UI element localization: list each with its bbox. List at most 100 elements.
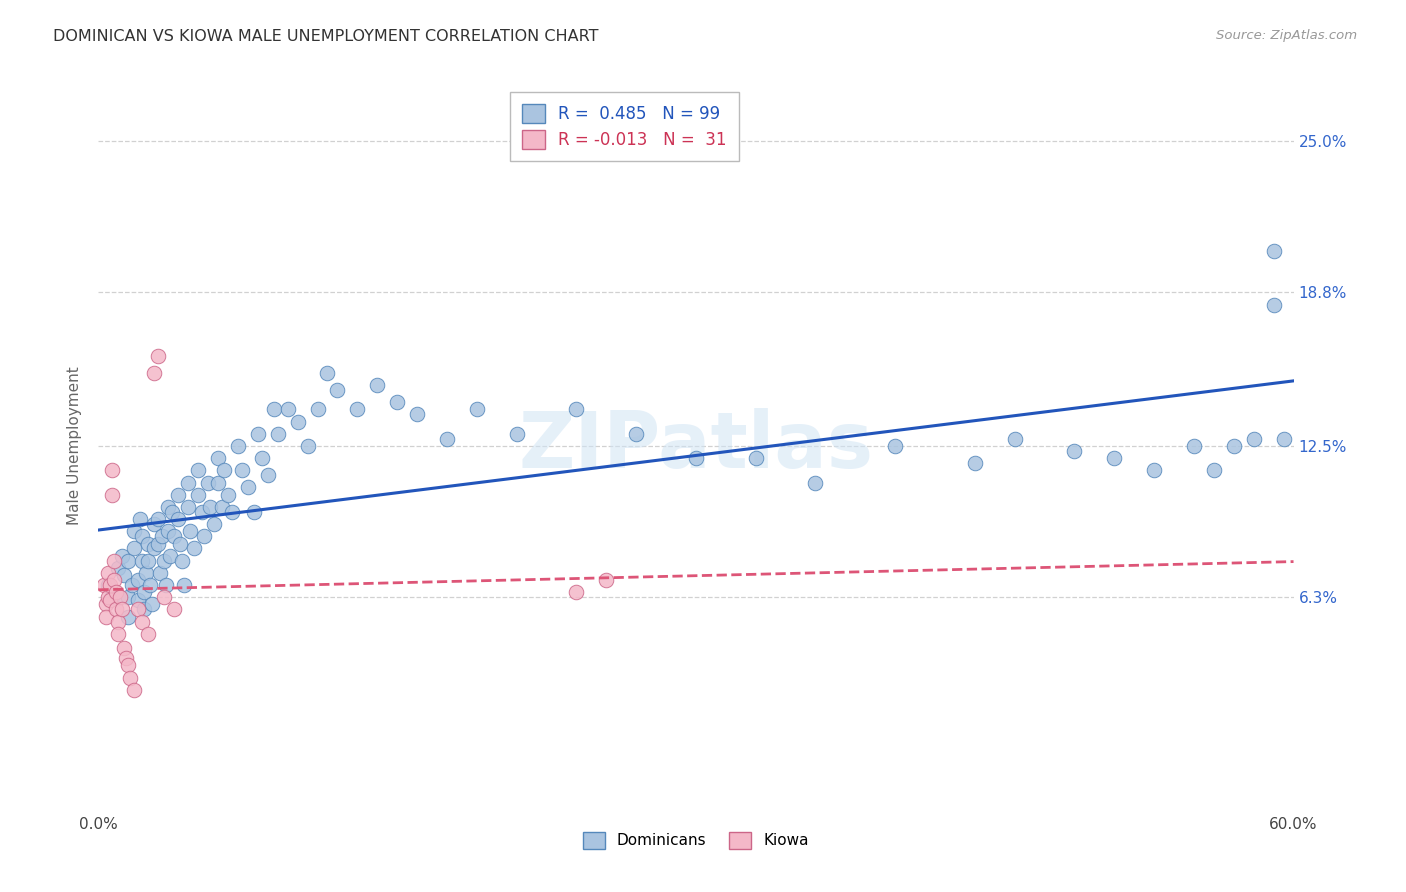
- Point: [250, 451, 273, 466]
- Point: [167, 488, 190, 502]
- Point: [183, 541, 205, 556]
- Point: [105, 602, 128, 616]
- Point: [155, 578, 177, 592]
- Point: [565, 402, 588, 417]
- Point: [287, 415, 309, 429]
- Point: [745, 451, 768, 466]
- Point: [197, 475, 219, 490]
- Point: [129, 512, 152, 526]
- Point: [139, 578, 162, 592]
- Point: [177, 475, 200, 490]
- Point: [127, 592, 149, 607]
- Point: [153, 553, 176, 567]
- Point: [110, 590, 132, 604]
- Point: [96, 609, 118, 624]
- Point: [97, 590, 120, 604]
- Point: [187, 488, 209, 502]
- Point: [134, 585, 156, 599]
- Point: [124, 541, 146, 556]
- Point: [117, 590, 139, 604]
- Point: [685, 451, 707, 466]
- Point: [366, 378, 388, 392]
- Point: [506, 426, 529, 441]
- Point: [149, 566, 172, 580]
- Point: [111, 602, 134, 616]
- Point: [136, 553, 159, 567]
- Point: [131, 615, 153, 629]
- Point: [243, 505, 266, 519]
- Point: [101, 488, 124, 502]
- Point: [1243, 432, 1265, 446]
- Point: [1272, 432, 1295, 446]
- Point: [177, 500, 200, 514]
- Point: [98, 578, 122, 592]
- Point: [1202, 463, 1225, 477]
- Point: [153, 590, 176, 604]
- Point: [98, 592, 122, 607]
- Point: [103, 573, 125, 587]
- Point: [143, 516, 166, 531]
- Point: [211, 500, 233, 514]
- Point: [148, 349, 170, 363]
- Point: [148, 512, 170, 526]
- Point: [169, 536, 191, 550]
- Point: [626, 426, 648, 441]
- Point: [963, 456, 986, 470]
- Point: [101, 590, 124, 604]
- Point: [141, 598, 163, 612]
- Y-axis label: Male Unemployment: Male Unemployment: [67, 367, 83, 525]
- Point: [173, 578, 195, 592]
- Point: [202, 516, 225, 531]
- Point: [107, 626, 129, 640]
- Point: [406, 407, 429, 421]
- Point: [246, 426, 269, 441]
- Point: [1263, 297, 1285, 311]
- Point: [346, 402, 368, 417]
- Point: [96, 598, 118, 612]
- Point: [267, 426, 290, 441]
- Point: [101, 463, 124, 477]
- Text: Source: ZipAtlas.com: Source: ZipAtlas.com: [1216, 29, 1357, 42]
- Point: [117, 553, 139, 567]
- Point: [107, 590, 129, 604]
- Point: [221, 505, 243, 519]
- Point: [297, 439, 319, 453]
- Point: [385, 395, 409, 409]
- Point: [136, 626, 159, 640]
- Point: [263, 402, 285, 417]
- Point: [117, 658, 139, 673]
- Point: [193, 529, 215, 543]
- Point: [107, 561, 129, 575]
- Text: DOMINICAN VS KIOWA MALE UNEMPLOYMENT CORRELATION CHART: DOMINICAN VS KIOWA MALE UNEMPLOYMENT COR…: [53, 29, 599, 44]
- Point: [436, 432, 458, 446]
- Point: [157, 500, 180, 514]
- Point: [143, 366, 166, 380]
- Point: [127, 573, 149, 587]
- Point: [207, 451, 229, 466]
- Point: [121, 578, 143, 592]
- Point: [93, 578, 115, 592]
- Point: [316, 366, 339, 380]
- Point: [117, 609, 139, 624]
- Point: [160, 505, 183, 519]
- Point: [124, 524, 146, 539]
- Point: [1004, 432, 1026, 446]
- Point: [105, 585, 128, 599]
- Point: [198, 500, 221, 514]
- Point: [127, 602, 149, 616]
- Point: [1223, 439, 1246, 453]
- Point: [1063, 443, 1085, 458]
- Point: [159, 549, 181, 563]
- Point: [884, 439, 907, 453]
- Point: [131, 529, 153, 543]
- Point: [124, 682, 146, 697]
- Point: [97, 578, 120, 592]
- Point: [148, 536, 170, 550]
- Point: [226, 439, 249, 453]
- Point: [157, 524, 180, 539]
- Point: [595, 573, 617, 587]
- Point: [277, 402, 299, 417]
- Point: [112, 641, 135, 656]
- Point: [804, 475, 827, 490]
- Point: [103, 553, 125, 567]
